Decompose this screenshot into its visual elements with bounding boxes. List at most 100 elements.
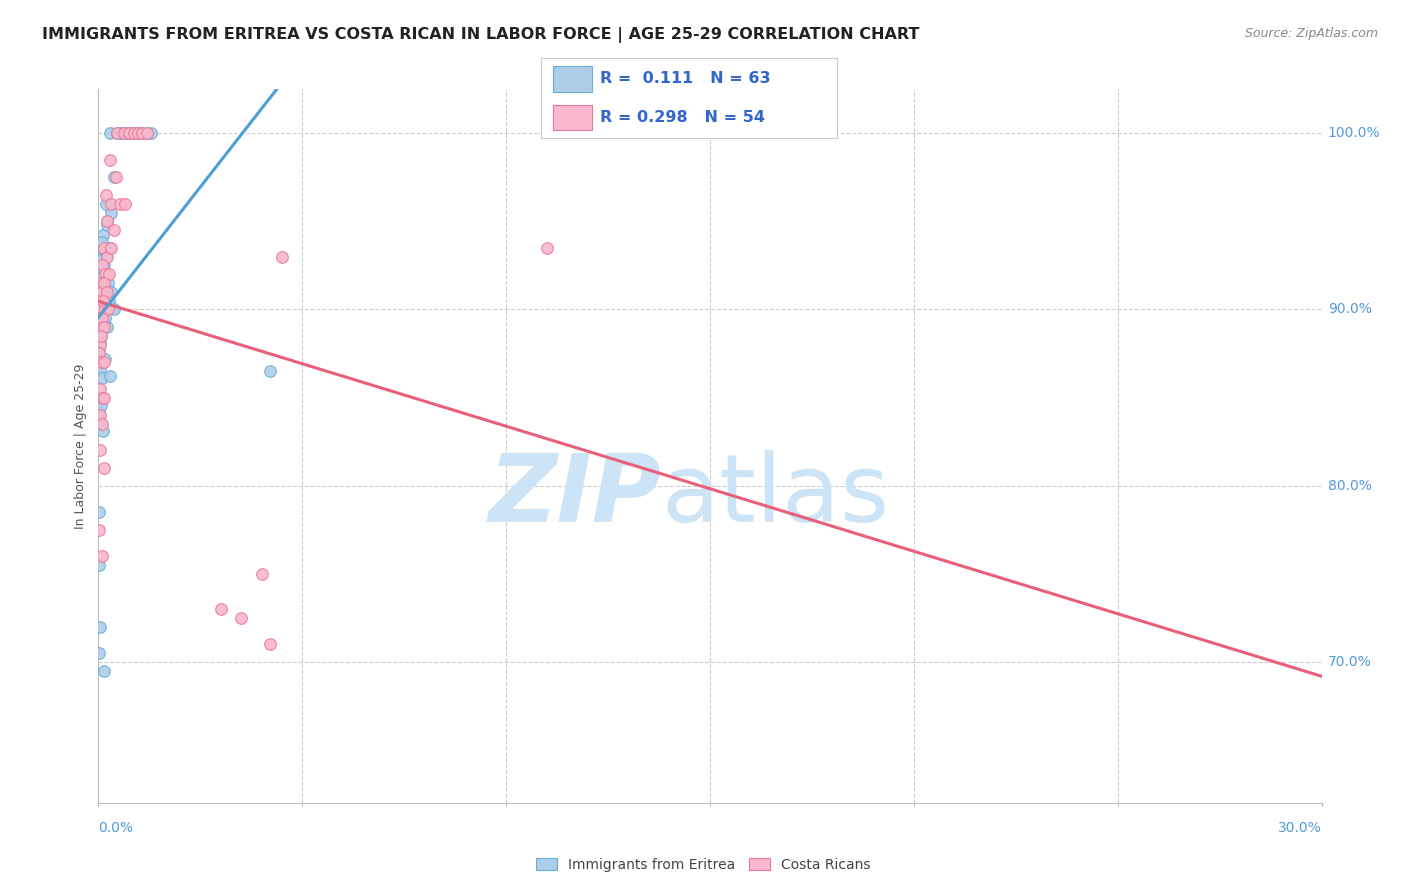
Point <box>96 218 118 232</box>
Point <box>93 320 115 334</box>
Point <box>89 353 111 368</box>
Point <box>89 337 111 351</box>
Point <box>118 126 141 140</box>
Point <box>100 196 122 211</box>
Point <box>91 263 114 277</box>
Text: 70.0%: 70.0% <box>1327 655 1371 669</box>
Point <box>96 267 118 281</box>
Text: 0.0%: 0.0% <box>98 821 134 835</box>
Point <box>112 126 135 140</box>
Point <box>98 267 121 281</box>
Point <box>100 285 122 299</box>
Point <box>93 391 115 405</box>
Point <box>89 408 111 422</box>
Text: atlas: atlas <box>661 450 890 542</box>
Point <box>127 126 149 140</box>
Point <box>89 306 111 320</box>
Point <box>98 369 121 384</box>
Point <box>127 126 149 140</box>
Point <box>93 351 115 366</box>
Point <box>98 241 121 255</box>
Point <box>90 398 112 412</box>
Text: 90.0%: 90.0% <box>1327 302 1372 317</box>
Text: R = 0.298   N = 54: R = 0.298 N = 54 <box>600 110 765 125</box>
Point <box>90 391 112 405</box>
Point <box>96 250 118 264</box>
Point <box>96 285 118 299</box>
Point <box>89 276 111 290</box>
Point <box>89 253 111 268</box>
Point <box>98 153 121 167</box>
Point <box>96 214 118 228</box>
Point <box>93 276 115 290</box>
Point <box>91 293 114 308</box>
Point <box>135 126 157 140</box>
Point <box>110 126 132 140</box>
Point <box>89 619 111 633</box>
Point <box>89 505 111 519</box>
Point <box>250 566 273 581</box>
Point <box>89 270 111 285</box>
Point <box>90 329 112 343</box>
Point <box>89 443 111 458</box>
Text: ZIP: ZIP <box>488 450 661 542</box>
Point <box>98 293 121 308</box>
Point <box>105 126 128 140</box>
Point <box>90 417 112 431</box>
Point <box>89 327 111 342</box>
Point <box>89 317 111 331</box>
Text: 100.0%: 100.0% <box>1327 127 1381 140</box>
Text: 30.0%: 30.0% <box>1278 821 1322 835</box>
Point <box>209 602 232 616</box>
Point <box>89 288 111 302</box>
Point <box>90 355 112 369</box>
Point <box>117 126 139 140</box>
Point <box>121 126 143 140</box>
Point <box>89 558 111 572</box>
Point <box>96 250 118 264</box>
Point <box>89 646 111 660</box>
Point <box>94 285 117 299</box>
Point <box>103 223 125 237</box>
Text: R =  0.111   N = 63: R = 0.111 N = 63 <box>600 71 770 87</box>
Point <box>103 170 125 185</box>
Point <box>100 241 122 255</box>
Point <box>259 364 281 378</box>
Point <box>91 285 114 299</box>
Point <box>89 362 111 376</box>
Text: 80.0%: 80.0% <box>1327 479 1372 492</box>
Point <box>91 276 114 290</box>
Point <box>89 335 111 350</box>
Point <box>114 126 136 140</box>
Point <box>91 299 114 313</box>
Point <box>93 461 115 475</box>
Point <box>94 267 117 281</box>
Point <box>94 196 117 211</box>
Point <box>91 228 114 243</box>
Point <box>90 299 112 313</box>
Point <box>90 320 112 334</box>
Y-axis label: In Labor Force | Age 25-29: In Labor Force | Age 25-29 <box>75 363 87 529</box>
Point <box>93 241 115 255</box>
Point <box>91 259 114 273</box>
Point <box>103 302 125 317</box>
Point <box>100 205 122 219</box>
Point <box>105 126 128 140</box>
Point <box>89 382 111 396</box>
Point <box>108 196 131 211</box>
Point <box>90 292 112 306</box>
Point <box>93 246 115 260</box>
Point <box>90 235 112 250</box>
Point <box>87 344 110 359</box>
Point <box>90 281 112 295</box>
Point <box>97 302 120 317</box>
Point <box>91 311 114 326</box>
Point <box>89 293 111 308</box>
Point <box>90 329 112 343</box>
Point <box>129 126 152 140</box>
Point <box>270 250 294 264</box>
Point <box>91 320 114 334</box>
Point <box>97 276 120 290</box>
Point <box>90 302 112 317</box>
Point <box>90 549 112 563</box>
